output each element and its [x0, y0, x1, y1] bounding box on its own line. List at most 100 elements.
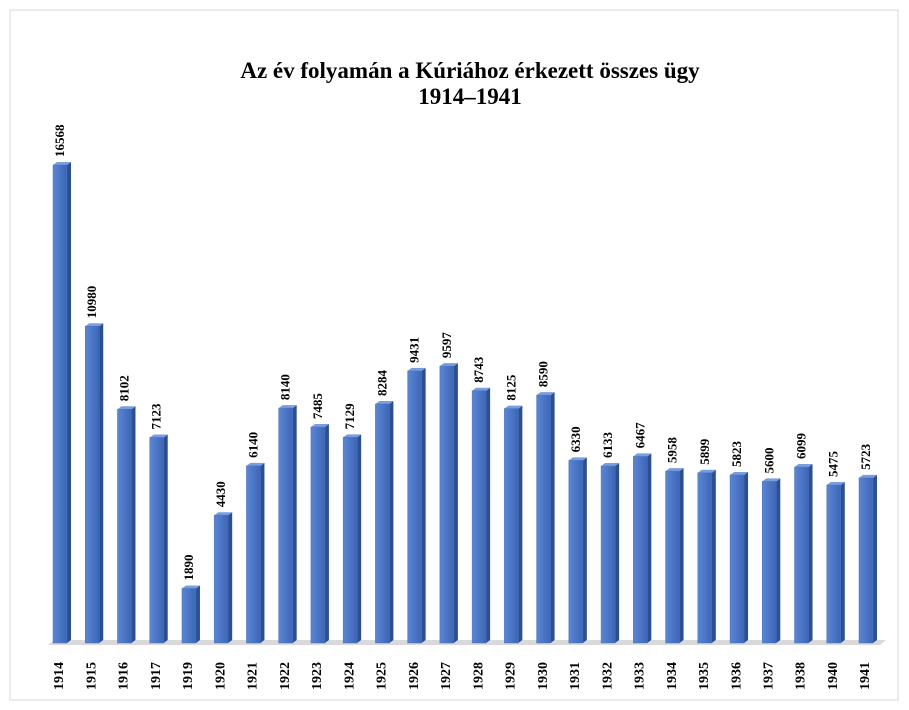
x-tick-label: 1934 — [665, 662, 680, 690]
bar-top — [536, 392, 555, 396]
bar — [536, 394, 551, 644]
bar — [697, 472, 713, 644]
bar-side — [582, 457, 587, 643]
bar — [794, 466, 809, 644]
bar-side — [131, 406, 136, 643]
bar — [665, 470, 680, 644]
value-label: 8125 — [503, 374, 518, 401]
bar-side — [647, 453, 652, 643]
bar — [310, 426, 326, 644]
x-tick-label: 1938 — [794, 662, 809, 690]
bar-top — [407, 367, 426, 371]
bar-top — [472, 387, 491, 391]
bar-top — [601, 463, 620, 467]
bar-side — [840, 482, 845, 643]
x-tick-label: 1936 — [729, 662, 744, 690]
bar — [84, 325, 100, 644]
value-label: 5823 — [729, 441, 744, 468]
bar-top — [697, 469, 716, 473]
value-label: 8284 — [374, 370, 389, 397]
bar — [504, 408, 519, 644]
bar-top — [246, 462, 265, 466]
bar-top — [214, 512, 233, 516]
x-tick-label: 1924 — [342, 662, 357, 690]
bar-side — [163, 434, 168, 643]
bar-side — [260, 462, 265, 643]
bar — [375, 403, 390, 644]
value-label: 1890 — [181, 554, 196, 580]
bar-side — [67, 162, 71, 643]
bar-top — [117, 406, 136, 410]
value-label: 5475 — [826, 451, 841, 478]
x-tick-label: 1923 — [310, 662, 325, 690]
bar — [407, 370, 422, 644]
bar-top — [794, 464, 813, 468]
bar — [858, 477, 874, 644]
bar-side — [711, 469, 716, 643]
bar-side — [389, 401, 394, 643]
value-label: 6133 — [600, 432, 615, 459]
bar — [246, 465, 261, 644]
x-tick-label: 1927 — [439, 662, 454, 690]
value-label: 7123 — [149, 403, 164, 430]
x-tick-label: 1926 — [407, 662, 422, 690]
bar-side — [195, 585, 200, 643]
bar-side — [292, 405, 297, 643]
value-label: 5958 — [665, 437, 680, 464]
x-tick-label: 1916 — [117, 662, 132, 690]
bar — [471, 390, 487, 644]
value-label: 8590 — [536, 361, 551, 387]
value-label: 6330 — [568, 426, 583, 452]
x-tick-label: 1929 — [504, 662, 519, 690]
bar-top — [730, 472, 749, 476]
bar-top — [343, 434, 362, 438]
floor — [48, 640, 886, 645]
chart-subtitle: 1914–1941 — [418, 84, 522, 109]
bar-top — [504, 405, 523, 409]
bar-side — [357, 434, 362, 643]
bar-side — [873, 474, 877, 643]
bar-side — [99, 323, 104, 643]
bar-side — [550, 392, 555, 643]
x-tick-label: 1933 — [633, 662, 648, 690]
bar-side — [324, 424, 329, 643]
bar-top — [826, 482, 845, 486]
value-label: 6467 — [632, 422, 647, 449]
bar-top — [53, 162, 71, 165]
value-label: 7485 — [310, 393, 325, 420]
value-label: 8102 — [116, 375, 131, 401]
value-label: 5899 — [697, 438, 712, 465]
bar-top — [633, 453, 652, 457]
bar-top — [762, 478, 781, 482]
bar-side — [518, 405, 523, 643]
x-tick-label: 1917 — [149, 662, 164, 690]
bar — [181, 588, 197, 644]
bar — [568, 460, 584, 644]
bar — [600, 465, 616, 644]
value-label: 6099 — [794, 433, 809, 460]
value-label: 9431 — [407, 337, 422, 363]
x-tick-label: 1919 — [181, 662, 196, 690]
value-label: 7129 — [342, 403, 357, 430]
bar-side — [453, 363, 458, 643]
x-tick-label: 1920 — [213, 662, 228, 690]
x-tick-label: 1937 — [761, 662, 776, 690]
bar-side — [808, 464, 813, 643]
bar-top — [665, 468, 684, 472]
bar-top — [568, 457, 587, 461]
value-label: 9597 — [439, 332, 454, 359]
bar-top — [278, 405, 297, 409]
value-label: 4430 — [213, 481, 228, 507]
x-tick-label: 1941 — [858, 662, 873, 690]
x-tick-label: 1928 — [471, 662, 486, 690]
value-label: 5600 — [761, 447, 776, 473]
bar-side — [486, 387, 491, 643]
bar — [213, 514, 229, 644]
bar-side — [776, 478, 781, 643]
x-tick-label: 1915 — [84, 662, 99, 690]
bar — [826, 484, 842, 644]
bar — [149, 437, 164, 644]
bar-top — [149, 434, 168, 438]
x-tick-label: 1921 — [246, 662, 261, 690]
